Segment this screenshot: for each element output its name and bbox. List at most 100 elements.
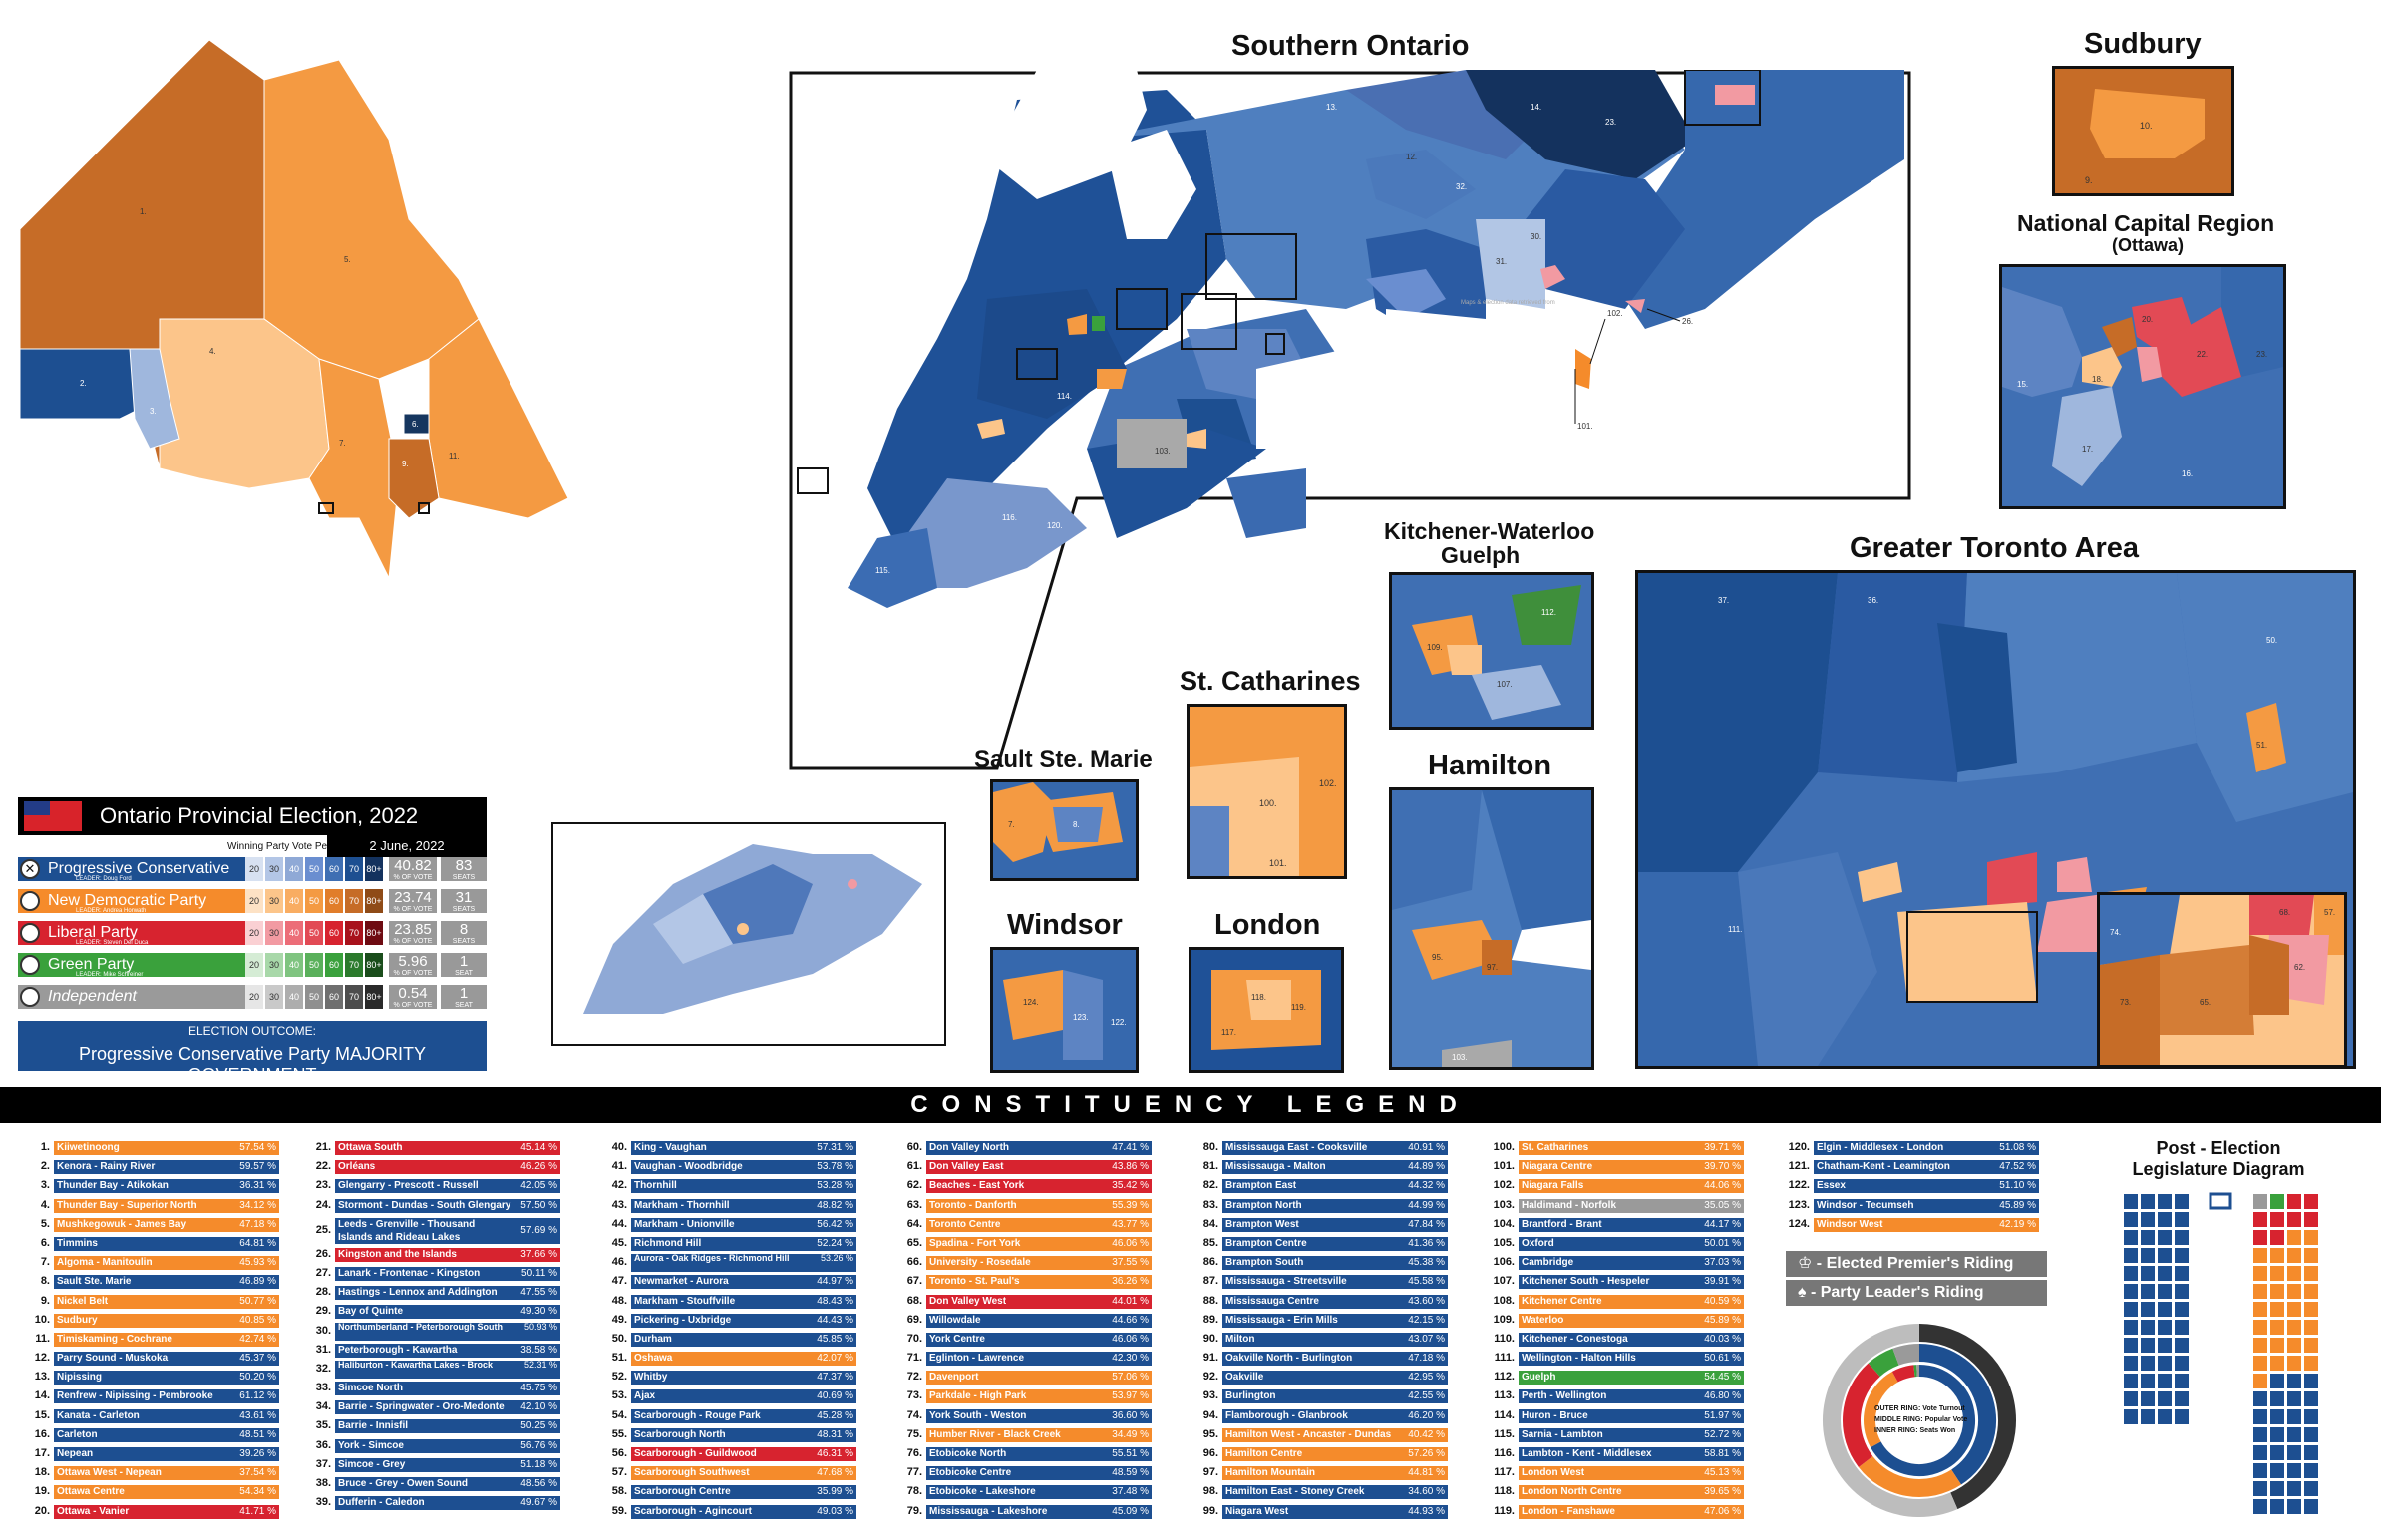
riding-name: Guelph [1522,1372,1556,1384]
riding-6[interactable] [403,413,430,435]
riding-11[interactable] [428,318,569,519]
list-item: 51. Oshawa 42.07 % [595,1349,864,1368]
riding-name: Niagara West [1225,1505,1289,1517]
gta-inset: 37. 36. 111. 51. 50. 74. 68. 57. 62. 73.… [1635,570,2356,1069]
riding-bar: Davenport 57.06 % [926,1371,1152,1386]
riding-5[interactable] [263,59,480,380]
riding-vote-percent: 42.19 % [1999,1218,2036,1230]
seat [2124,1284,2138,1299]
svg-text:101.: 101. [1269,858,1287,868]
seat [2287,1356,2301,1371]
seat [2304,1499,2318,1514]
list-item: 24. Stormont - Dundas - South Glengary 57.… [299,1196,568,1215]
seat [2304,1356,2318,1371]
shade-step: 70 [345,985,363,1009]
riding-name: Oshawa [634,1353,673,1365]
svg-text:23.: 23. [1605,118,1616,127]
riding-number: 16. [34,1427,50,1440]
riding-number: 13. [34,1371,50,1384]
party-seats: 31 SEATS [441,889,487,913]
riding-number: 12. [34,1352,50,1365]
riding-9[interactable] [388,438,440,519]
riding-number: 111. [1494,1352,1515,1365]
infobox-title: Ontario Provincial Election, 2022 [100,803,419,828]
riding-vote-percent: 58.81 % [1704,1448,1741,1459]
list-item: 75. Humber River - Black Creek 34.49 % [890,1425,1160,1444]
svg-text:37.: 37. [1718,596,1729,605]
riding-bar: Scarborough - Rouge Park 45.28 % [631,1408,856,1423]
riding-number: 61. [906,1160,922,1173]
riding-vote-percent: 55.39 % [1112,1199,1149,1211]
seat [2287,1445,2301,1460]
riding-name: Hamilton Mountain [1225,1467,1315,1479]
riding-vote-percent: 34.49 % [1112,1428,1149,1440]
seat [2141,1212,2155,1227]
shade-step: 30 [265,985,283,1009]
riding-number: 40. [611,1141,627,1153]
riding-bar: Renfrew - Nipissing - Pembrooke 61.12 % [54,1389,279,1404]
riding-vote-percent: 39.71 % [1704,1142,1741,1153]
riding-vote-percent: 36.26 % [1112,1276,1149,1288]
riding-bar: Eglinton - Lawrence 42.30 % [926,1352,1152,1367]
turnout-arc [1918,1324,2016,1510]
riding-bar: Oshawa 42.07 % [631,1352,856,1367]
seat [2141,1320,2155,1335]
list-item: 124. Windsor West 42.19 % [1778,1215,2047,1234]
list-item: 84. Brampton West 47.84 % [1187,1215,1456,1234]
svg-text:17.: 17. [2082,445,2093,454]
riding-vote-percent: 51.18 % [520,1458,557,1470]
riding-vote-percent: 50.77 % [239,1295,276,1307]
list-item: 2. Kenora - Rainy River 59.57 % [18,1157,287,1176]
riding-vote-percent: 44.93 % [1408,1505,1445,1517]
riding-2[interactable] [19,348,141,420]
riding-bar: Toronto - Danforth 55.39 % [926,1198,1152,1213]
riding-number: 98. [1202,1485,1218,1498]
riding-number: 96. [1202,1447,1218,1459]
seat [2270,1230,2284,1245]
list-item: 117. London West 45.13 % [1483,1463,1752,1482]
riding-name: Perth - Wellington [1522,1390,1607,1402]
riding-name: Richmond Hill [634,1237,702,1249]
ssm-inset: 7. 8. [990,779,1139,881]
svg-text:103.: 103. [1452,1053,1468,1062]
seat [2287,1266,2301,1281]
riding-3[interactable] [129,348,180,450]
seat [2124,1374,2138,1388]
svg-text:14.: 14. [1531,103,1541,112]
riding-vote-percent: 44.32 % [1408,1180,1445,1192]
seat [2287,1427,2301,1442]
riding-number: 50. [611,1332,627,1345]
riding-number: 21. [315,1141,331,1153]
riding-number: 59. [611,1504,627,1517]
seat [2253,1284,2267,1299]
riding-bar: Scarborough - Agincourt 49.03 % [631,1504,856,1519]
riding-name: Davenport [929,1372,979,1384]
outer-ring-label: OUTER RING: [1874,1405,1921,1412]
riding-vote-percent: 42.55 % [1408,1390,1445,1402]
shade-step: 60 [325,953,343,977]
shade-step: 80+ [365,889,383,913]
riding-bar: Hamilton Centre 57.26 % [1222,1447,1448,1461]
riding-vote-percent: 35.05 % [1704,1199,1741,1211]
riding-number: 7. [40,1256,50,1269]
riding-vote-percent: 47.84 % [1408,1218,1445,1230]
riding-name: Thornhill [634,1180,677,1192]
riding-bar: London - Fanshawe 47.06 % [1519,1504,1744,1519]
riding-name: Hamilton East - Stoney Creek [1225,1486,1365,1498]
riding-name: Ottawa South [338,1142,403,1153]
riding-name: Orléans [338,1161,376,1173]
riding-name: Bay of Quinte [338,1306,404,1318]
riding-number: 109. [1493,1313,1515,1326]
seat [2158,1338,2172,1353]
riding-bar: Glengarry - Prescott - Russell 42.05 % [335,1179,560,1194]
riding-number: 81. [1202,1160,1218,1173]
riding-vote-percent: 45.89 % [1999,1199,2036,1211]
riding-7[interactable] [308,358,400,580]
list-item: 80. Mississauga East - Cooksville 40.91 % [1187,1138,1456,1157]
riding-vote-percent: 44.66 % [1112,1314,1149,1326]
riding-number: 15. [34,1408,50,1421]
riding-name: St. Catharines [1522,1142,1589,1153]
list-item: 59. Scarborough - Agincourt 49.03 % [595,1502,864,1521]
list-item: 99. Niagara West 44.93 % [1187,1502,1456,1521]
riding-name: Kitchener Centre [1522,1295,1602,1307]
